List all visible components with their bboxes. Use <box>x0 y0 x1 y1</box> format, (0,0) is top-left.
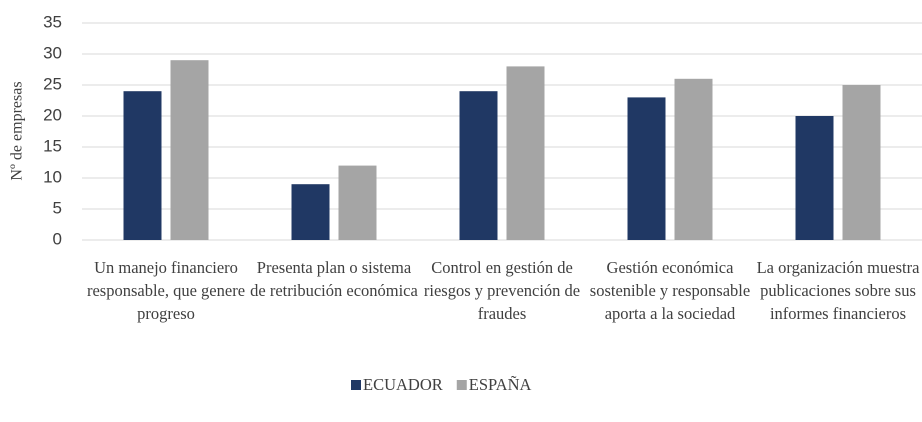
y-tick-label: 5 <box>53 198 62 217</box>
legend-swatch <box>351 380 361 390</box>
y-tick-label: 30 <box>43 43 62 62</box>
bar <box>842 85 881 240</box>
bar <box>338 165 377 240</box>
legend-swatch <box>456 380 467 390</box>
y-tick-label: 10 <box>43 167 62 186</box>
x-tick-label: Control en gestión de riesgos y prevenci… <box>423 258 581 323</box>
bar <box>506 66 545 241</box>
y-tick-label: 25 <box>43 74 62 93</box>
bar <box>170 60 209 241</box>
y-tick-label: 20 <box>43 105 62 124</box>
x-tick-label: La organización muestra publicaciones so… <box>756 258 920 323</box>
x-tick-label: Un manejo financiero responsable, que ge… <box>86 258 246 323</box>
y-tick-label: 0 <box>53 229 62 248</box>
x-tick-label: Gestión económica sostenible y responsab… <box>589 258 751 323</box>
bar <box>627 97 666 241</box>
y-tick-label: 35 <box>43 12 62 31</box>
legend-label: ESPAÑA <box>469 375 532 394</box>
bar <box>459 91 498 240</box>
y-tick-label: 15 <box>43 136 62 155</box>
bar <box>795 116 834 240</box>
y-axis-label: Nº de empresas <box>9 81 26 180</box>
legend-label: ECUADOR <box>363 375 443 394</box>
x-tick-label: Presenta plan o sistema de retribución e… <box>250 258 418 300</box>
bar <box>291 184 330 240</box>
bar <box>674 78 713 240</box>
bar <box>123 91 162 240</box>
